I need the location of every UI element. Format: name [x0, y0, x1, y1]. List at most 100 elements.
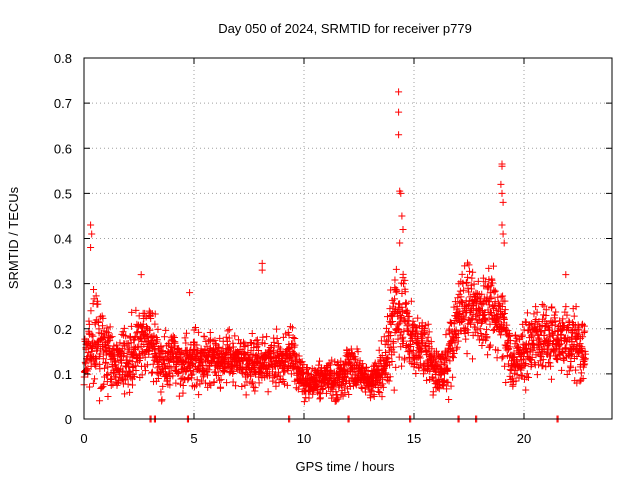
data-point [225, 334, 233, 342]
data-point [451, 330, 459, 338]
data-point [486, 320, 494, 328]
y-tick-label: 0.1 [54, 367, 72, 382]
data-point [99, 355, 107, 363]
data-point [528, 320, 536, 328]
data-point [390, 386, 398, 394]
data-point [248, 329, 256, 337]
data-point [229, 343, 237, 351]
data-point [409, 346, 417, 354]
data-point [143, 323, 151, 331]
data-point [565, 367, 573, 375]
data-point [462, 297, 470, 305]
y-tick-label: 0.3 [54, 277, 72, 292]
data-point [444, 353, 452, 361]
data-point [383, 337, 391, 345]
data-point [554, 356, 562, 364]
data-point [579, 375, 587, 383]
data-point [477, 319, 485, 327]
ticks: 0 5 10 15 20 0 0.1 0.2 0.3 0.4 0.5 0.6 0.7 0.8 [54, 51, 612, 446]
data-point [92, 362, 100, 370]
data-point [468, 285, 476, 293]
data-point [203, 371, 211, 379]
data-point [533, 371, 541, 379]
data-point [518, 331, 526, 339]
data-point [85, 320, 93, 328]
data-point [379, 380, 387, 388]
data-point [557, 340, 565, 348]
data-point [414, 314, 422, 322]
data-point [223, 379, 231, 387]
data-point [538, 328, 546, 336]
data-point [535, 335, 543, 343]
data-point [402, 299, 410, 307]
data-point [456, 287, 464, 295]
data-point [132, 306, 140, 314]
data-point [391, 276, 399, 284]
data-point [450, 320, 458, 328]
data-point [427, 338, 435, 346]
y-tick-label: 0.4 [54, 232, 72, 247]
data-point [345, 391, 353, 399]
data-point [506, 366, 514, 374]
data-point [377, 374, 385, 382]
data-point [175, 392, 183, 400]
data-point [481, 278, 489, 286]
data-point [553, 335, 561, 343]
data-point [528, 353, 536, 361]
data-point [129, 381, 137, 389]
data-point [498, 303, 506, 311]
data-point [398, 303, 406, 311]
data-point [426, 367, 434, 375]
data-point [248, 379, 256, 387]
data-point [89, 332, 97, 340]
data-point [141, 353, 149, 361]
data-point [200, 333, 208, 341]
data-point [171, 339, 179, 347]
data-point [172, 379, 180, 387]
data-point [413, 351, 421, 359]
data-point [193, 376, 201, 384]
data-point [551, 318, 559, 326]
data-point [128, 308, 136, 316]
data-point [151, 320, 159, 328]
data-point [229, 339, 237, 347]
data-point [498, 162, 506, 170]
data-point [446, 357, 454, 365]
data-point [135, 312, 143, 320]
data-point [562, 271, 570, 279]
data-point [291, 334, 299, 342]
data-point [279, 333, 287, 341]
data-point [390, 348, 398, 356]
data-point [479, 274, 487, 282]
data-point [451, 339, 459, 347]
data-point [489, 279, 497, 287]
data-point [259, 333, 267, 341]
data-point [429, 388, 437, 396]
x-axis-label: GPS time / hours [296, 459, 395, 474]
data-point [299, 368, 307, 376]
data-point [565, 317, 573, 325]
data-point [386, 373, 394, 381]
data-point [121, 376, 129, 384]
data-point [470, 280, 478, 288]
data-point [486, 343, 494, 351]
data-point [443, 385, 451, 393]
data-point [490, 288, 498, 296]
data-point [141, 367, 149, 375]
data-point [400, 337, 408, 345]
data-point [538, 300, 546, 308]
data-point [228, 363, 236, 371]
data-point [143, 331, 151, 339]
data-point [545, 341, 553, 349]
data-point [224, 327, 232, 335]
data-point [536, 357, 544, 365]
data-point [249, 383, 257, 391]
data-point [370, 380, 378, 388]
data-point [415, 364, 423, 372]
data-point [442, 331, 450, 339]
data-point [88, 331, 96, 339]
data-point [388, 318, 396, 326]
data-point [159, 382, 167, 390]
data-point [477, 332, 485, 340]
data-point [147, 315, 155, 323]
